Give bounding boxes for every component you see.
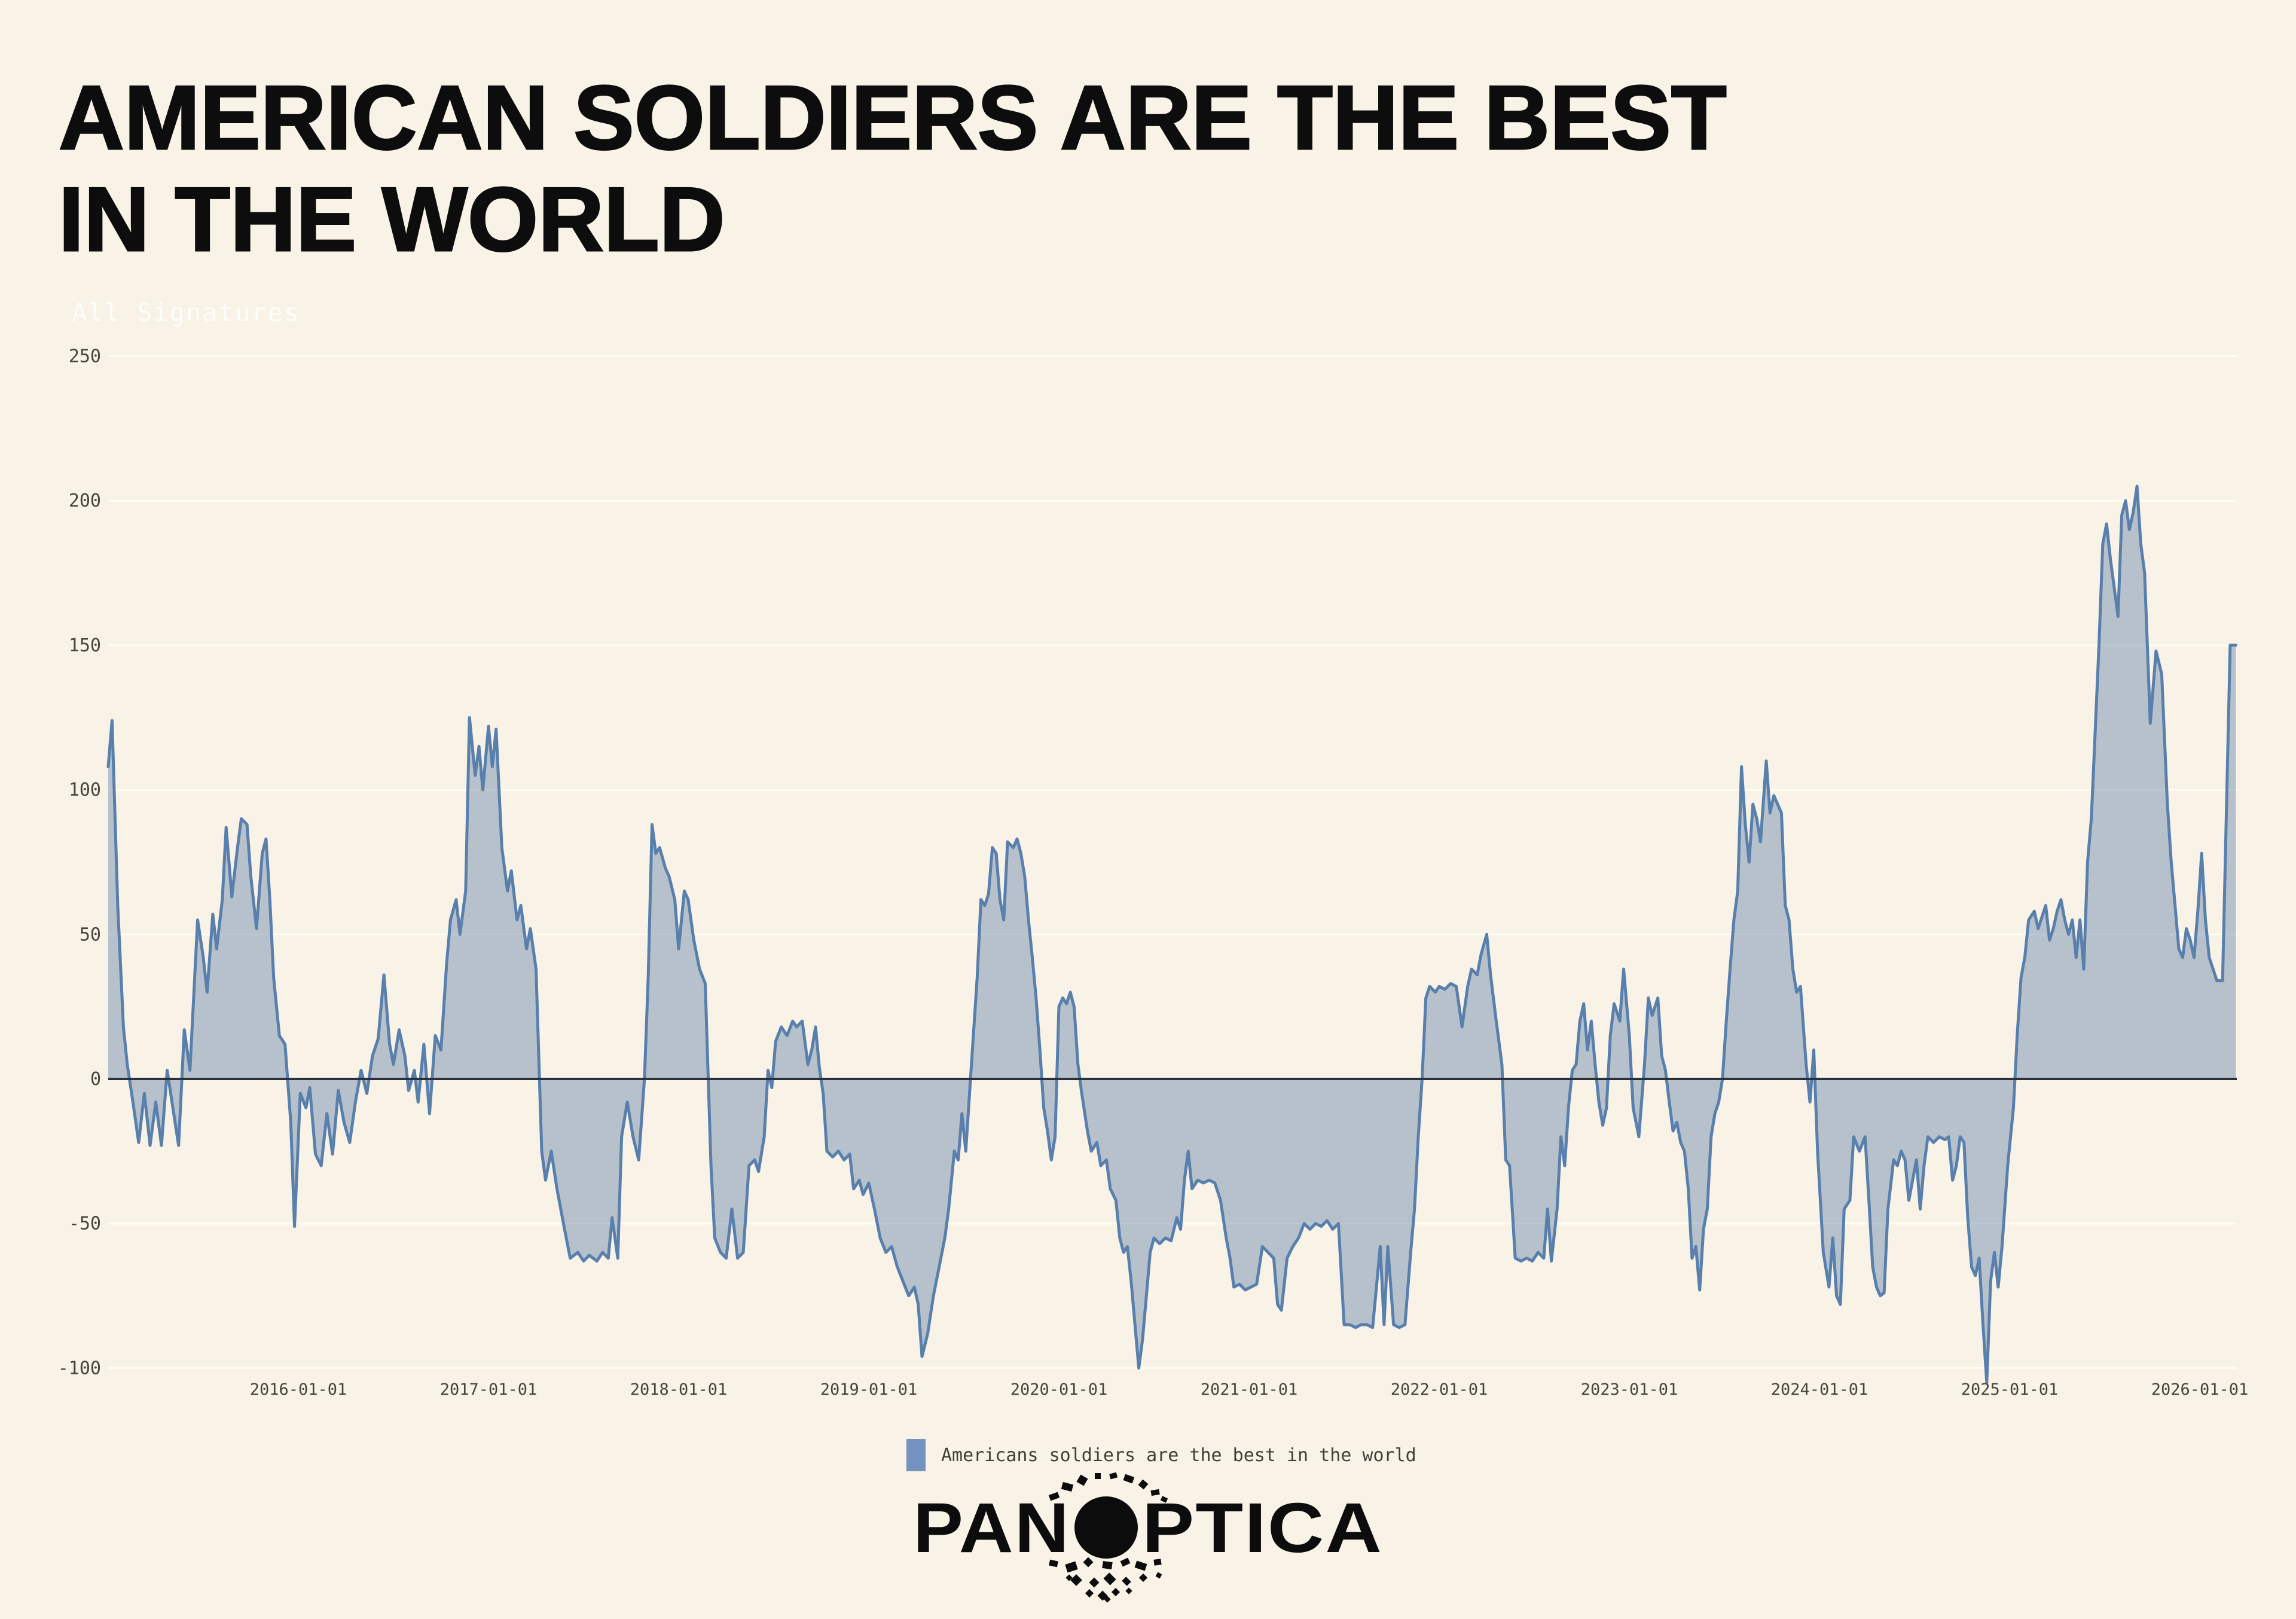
svg-text:150: 150: [69, 635, 101, 656]
logo-text-left: PAN: [913, 1489, 1070, 1568]
svg-text:2022-01-01: 2022-01-01: [1391, 1380, 1488, 1399]
page-title-line1: AMERICAN SOLDIERS ARE THE BEST: [58, 66, 1728, 170]
svg-text:2023-01-01: 2023-01-01: [1581, 1380, 1678, 1399]
svg-text:2016-01-01: 2016-01-01: [250, 1380, 347, 1399]
svg-text:100: 100: [69, 780, 101, 801]
logo-text-right: PTICA: [1142, 1489, 1383, 1568]
chart-watermark: All Signatures: [72, 298, 301, 327]
panoptica-logo: PAN PTICA: [897, 1472, 1399, 1616]
svg-text:2018-01-01: 2018-01-01: [630, 1380, 728, 1399]
svg-text:200: 200: [69, 490, 101, 511]
logo-dots-top: [1048, 1472, 1168, 1503]
svg-text:2019-01-01: 2019-01-01: [820, 1380, 918, 1399]
svg-text:0: 0: [90, 1069, 101, 1090]
logo-o-eye: [1074, 1496, 1138, 1559]
page-title-line2: IN THE WORLD: [58, 168, 726, 272]
svg-text:250: 250: [69, 346, 101, 367]
svg-text:50: 50: [80, 924, 101, 945]
svg-text:2017-01-01: 2017-01-01: [440, 1380, 538, 1399]
svg-text:2024-01-01: 2024-01-01: [1771, 1380, 1868, 1399]
legend: Americans soldiers are the best in the w…: [906, 1439, 1416, 1471]
svg-text:2025-01-01: 2025-01-01: [1961, 1380, 2059, 1399]
legend-swatch: [906, 1439, 926, 1471]
svg-text:2021-01-01: 2021-01-01: [1201, 1380, 1298, 1399]
svg-text:-100: -100: [58, 1358, 101, 1379]
svg-text:2026-01-01: 2026-01-01: [2151, 1380, 2249, 1399]
svg-text:2020-01-01: 2020-01-01: [1010, 1380, 1108, 1399]
page-title: AMERICAN SOLDIERS ARE THE BEST IN THE WO…: [58, 66, 1728, 272]
panoptica-logo-art: PAN PTICA: [913, 1472, 1383, 1603]
svg-text:-50: -50: [69, 1214, 101, 1234]
legend-label: Americans soldiers are the best in the w…: [941, 1444, 1416, 1466]
